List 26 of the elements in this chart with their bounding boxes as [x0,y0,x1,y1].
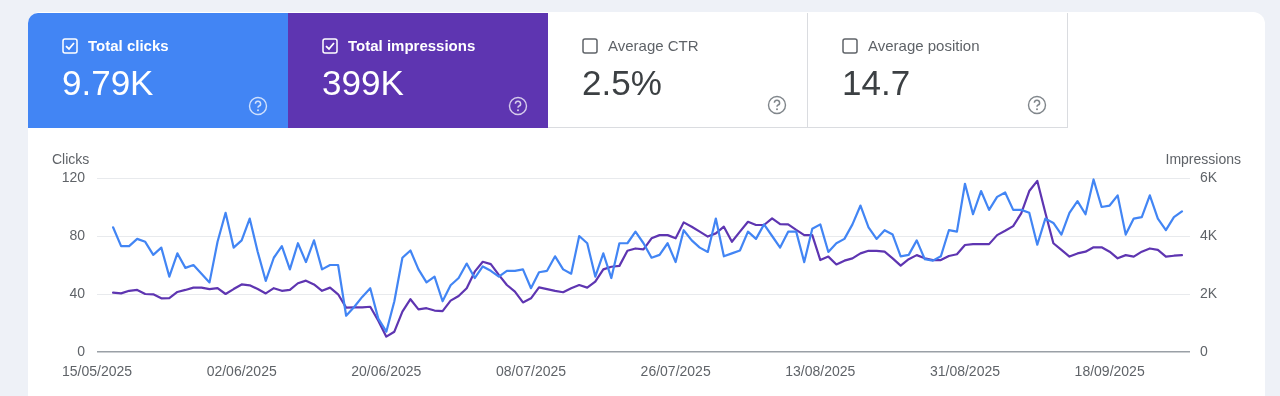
x-tick-label: 26/07/2025 [640,363,711,380]
y2-tick-label: 0 [1200,342,1208,359]
text: 399K [322,63,404,102]
y2-tick-label: 6K [1200,168,1218,185]
text: 2.5% [582,63,662,102]
y2-axis-title: Impressions [1165,151,1241,167]
category-label: Average position [868,37,980,54]
x-tick-label: 15/05/2025 [61,363,133,380]
text: 14.7 [842,63,911,102]
y-tick-label: 0 [77,342,86,359]
y-tick-label: 80 [69,226,86,243]
x-tick-label: 18/09/2025 [1074,363,1145,380]
x-tick-label: 20/06/2025 [351,363,422,380]
category-label: Average CTR [608,37,699,54]
y2-tick-label: 4K [1200,226,1218,243]
y-tick-label: 120 [61,168,86,185]
text: 9.79K [62,63,154,102]
x-tick-label: 08/07/2025 [495,363,567,380]
x-tick-label: 13/08/2025 [785,363,856,380]
y-tick-label: 40 [69,284,86,301]
category-label: Total impressions [348,37,476,54]
y2-tick-label: 2K [1200,284,1218,301]
x-tick-label: 02/06/2025 [206,363,277,380]
x-tick-label: 31/08/2025 [929,363,1001,380]
category-label: Total clicks [88,37,169,54]
y-axis-title: Clicks [52,151,90,167]
